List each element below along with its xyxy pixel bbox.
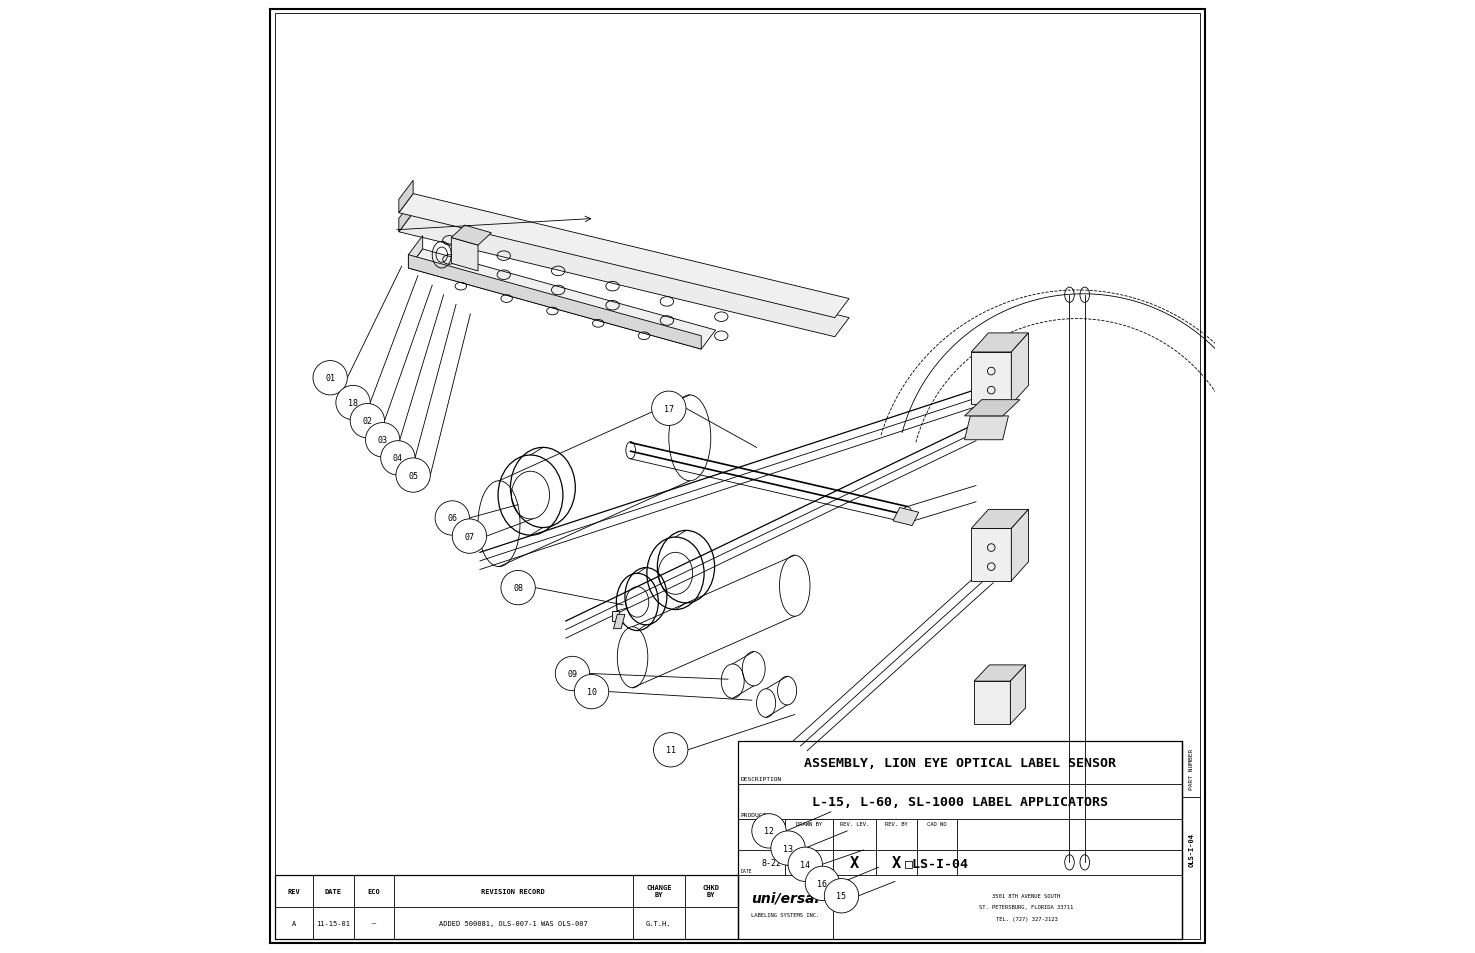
Text: 05: 05: [409, 471, 417, 480]
Text: CHANGE
BY: CHANGE BY: [646, 884, 671, 898]
Text: LABELING SYSTEMS INC.: LABELING SYSTEMS INC.: [751, 912, 819, 917]
Circle shape: [350, 404, 385, 438]
Circle shape: [653, 733, 687, 767]
Text: 08: 08: [513, 583, 524, 593]
Text: 06: 06: [447, 514, 457, 523]
Circle shape: [752, 814, 786, 848]
Text: REV. LEV.: REV. LEV.: [839, 821, 869, 826]
Polygon shape: [409, 255, 701, 350]
Polygon shape: [971, 353, 1012, 405]
Text: 3501 8TH AVENUE SOUTH: 3501 8TH AVENUE SOUTH: [993, 893, 1061, 898]
Polygon shape: [398, 181, 413, 213]
Polygon shape: [974, 681, 1010, 724]
Polygon shape: [398, 194, 850, 318]
Text: 8-22-2000: 8-22-2000: [761, 858, 807, 867]
Text: PRODUCT: PRODUCT: [740, 812, 767, 817]
Polygon shape: [974, 665, 1025, 681]
Text: A: A: [292, 920, 296, 925]
Text: 12: 12: [764, 826, 774, 836]
Polygon shape: [451, 238, 478, 272]
Polygon shape: [965, 400, 1019, 416]
Text: 01: 01: [324, 374, 335, 383]
Text: ECO: ECO: [367, 888, 381, 894]
Text: DESCRIPTION: DESCRIPTION: [740, 777, 782, 781]
Text: DATE: DATE: [740, 868, 752, 873]
Text: 16: 16: [817, 879, 827, 888]
Text: REV: REV: [288, 888, 301, 894]
Circle shape: [366, 423, 400, 457]
Polygon shape: [398, 213, 850, 337]
Text: DRAWN BY: DRAWN BY: [796, 821, 822, 826]
Text: L-15, L-60, SL-1000 LABEL APPLICATORS: L-15, L-60, SL-1000 LABEL APPLICATORS: [811, 796, 1108, 808]
Circle shape: [381, 441, 414, 476]
Polygon shape: [614, 615, 625, 629]
Circle shape: [555, 657, 590, 691]
Polygon shape: [1012, 334, 1028, 405]
Text: 09: 09: [568, 669, 577, 679]
Text: 02: 02: [363, 416, 372, 426]
Text: 07: 07: [465, 532, 475, 541]
Text: 11: 11: [665, 745, 676, 755]
Text: -: -: [758, 830, 764, 840]
Circle shape: [435, 501, 469, 536]
Circle shape: [805, 866, 839, 901]
Text: ADDED 500081, OLS-007-1 WAS OLS-007: ADDED 500081, OLS-007-1 WAS OLS-007: [440, 920, 587, 925]
Text: —: —: [372, 920, 376, 925]
Text: 18: 18: [348, 398, 358, 408]
Text: 14: 14: [801, 860, 810, 869]
Text: 15: 15: [836, 891, 847, 901]
Text: DATE: DATE: [324, 888, 342, 894]
Polygon shape: [1010, 665, 1025, 724]
Text: X: X: [892, 855, 901, 870]
Text: REVISION RECORD: REVISION RECORD: [481, 888, 546, 894]
Circle shape: [574, 675, 609, 709]
Polygon shape: [971, 334, 1028, 353]
Text: OLS-I-04: OLS-I-04: [1189, 833, 1195, 866]
Text: TEL. (727) 327-2123: TEL. (727) 327-2123: [996, 916, 1058, 921]
Text: CAD NO: CAD NO: [928, 821, 947, 826]
Circle shape: [788, 847, 823, 882]
Circle shape: [395, 458, 431, 493]
Text: CHKD
BY: CHKD BY: [702, 884, 720, 898]
Text: T.J.A.: T.J.A.: [794, 858, 825, 867]
Polygon shape: [971, 529, 1012, 581]
Text: 11-15-01: 11-15-01: [317, 920, 351, 925]
Polygon shape: [965, 416, 1009, 440]
Circle shape: [453, 519, 487, 554]
Text: REV. BY: REV. BY: [885, 821, 907, 826]
Polygon shape: [398, 200, 413, 233]
Polygon shape: [409, 250, 715, 350]
Text: 03: 03: [378, 436, 388, 445]
Polygon shape: [1012, 510, 1028, 581]
Polygon shape: [409, 236, 423, 269]
Circle shape: [313, 361, 347, 395]
Circle shape: [502, 571, 535, 605]
Text: X: X: [850, 855, 858, 870]
Polygon shape: [971, 510, 1028, 529]
Text: PART NUMBER: PART NUMBER: [1189, 748, 1193, 789]
Polygon shape: [451, 226, 491, 246]
Text: G.T.H.: G.T.H.: [646, 920, 671, 925]
Text: 17: 17: [664, 404, 674, 414]
Polygon shape: [612, 612, 620, 621]
Text: 10: 10: [587, 687, 596, 697]
Text: SCALE: SCALE: [754, 821, 770, 826]
Polygon shape: [892, 508, 919, 526]
Text: 04: 04: [392, 454, 403, 463]
Circle shape: [771, 831, 805, 865]
Circle shape: [825, 879, 858, 913]
Text: 13: 13: [783, 843, 794, 853]
Text: ST. PETERSBURG, FLORIDA 33711: ST. PETERSBURG, FLORIDA 33711: [979, 904, 1074, 909]
Circle shape: [652, 392, 686, 426]
Text: ASSEMBLY, LION EYE OPTICAL LABEL SENSOR: ASSEMBLY, LION EYE OPTICAL LABEL SENSOR: [804, 757, 1115, 769]
Text: uni/ersal: uni/ersal: [751, 890, 819, 904]
Text: □LS-I-04: □LS-I-04: [904, 856, 969, 869]
Circle shape: [336, 386, 370, 420]
